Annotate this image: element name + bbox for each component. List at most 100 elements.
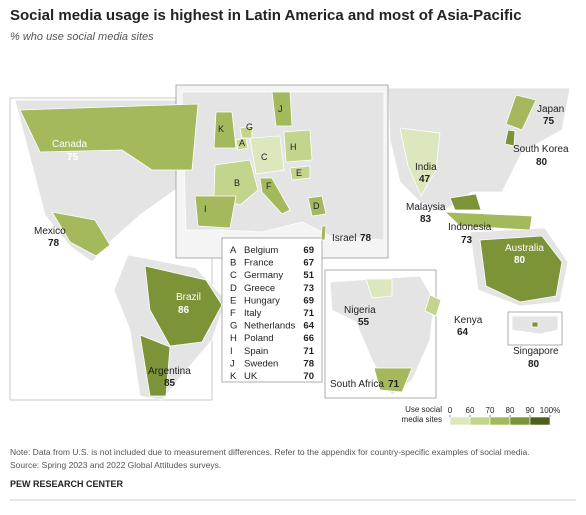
country-name: Mexico — [34, 226, 66, 237]
country — [479, 235, 563, 303]
country — [239, 125, 253, 139]
country-name: Brazil — [176, 292, 201, 303]
legend-swatch — [529, 416, 551, 426]
country-name: Singapore — [513, 346, 559, 357]
country — [51, 211, 111, 257]
country — [320, 225, 327, 241]
list-letter: E — [230, 295, 236, 306]
legend-tick-label: 0 — [448, 406, 453, 415]
country-value: 47 — [419, 174, 431, 185]
legend-title: Use social media sites — [401, 405, 442, 424]
country — [144, 265, 223, 347]
country-name: South Korea — [513, 144, 569, 155]
country-value: 78 — [360, 233, 372, 244]
list-letter: I — [230, 346, 233, 357]
country-value: 83 — [420, 214, 432, 225]
title: Social media usage is highest in Latin A… — [10, 7, 522, 24]
country — [271, 91, 293, 127]
country-name: Indonesia — [448, 222, 492, 233]
list-letter: C — [230, 270, 237, 281]
map-letter: H — [290, 142, 297, 152]
country — [289, 165, 311, 181]
country-value: 55 — [358, 317, 370, 328]
country-value: 80 — [536, 157, 548, 168]
map-letter: J — [278, 104, 283, 114]
country-name: Argentina — [148, 366, 191, 377]
list-value: 51 — [303, 270, 314, 281]
legend-tick-label: 70 — [486, 406, 495, 415]
country — [424, 294, 442, 317]
list-letter: F — [230, 308, 236, 319]
country-name: Malaysia — [406, 202, 446, 213]
country — [307, 195, 327, 217]
map-letter: C — [261, 152, 268, 162]
list-value: 69 — [303, 245, 314, 256]
country-value: 78 — [48, 238, 60, 249]
country — [365, 278, 393, 299]
map-letter: E — [296, 168, 302, 178]
map-letter: I — [204, 204, 207, 214]
map-letter: D — [313, 201, 320, 211]
country — [399, 127, 441, 197]
list-value: 71 — [303, 308, 314, 319]
country — [449, 193, 482, 211]
list-value: 70 — [303, 371, 314, 382]
country — [213, 111, 237, 149]
list-value: 64 — [303, 321, 314, 332]
country-name: Israel — [332, 233, 356, 244]
legend-tick-label: 60 — [466, 406, 475, 415]
list-name: Belgium — [244, 245, 278, 256]
list-letter: H — [230, 333, 237, 344]
legend-swatch — [449, 416, 471, 426]
country-name: Japan — [537, 104, 564, 115]
list-name: Sweden — [244, 358, 278, 369]
legend-tick-label: 80 — [506, 406, 515, 415]
subtitle: % who use social media sites — [10, 31, 154, 43]
country-value: 80 — [528, 359, 540, 370]
note: Note: Data from U.S. is not included due… — [10, 447, 530, 457]
country-value: 73 — [461, 235, 473, 246]
country — [531, 321, 539, 328]
legend-swatch — [509, 416, 531, 426]
country-name: Canada — [52, 139, 87, 150]
country — [505, 94, 537, 131]
country — [194, 195, 237, 229]
source: Source: Spring 2023 and 2022 Global Atti… — [10, 460, 221, 470]
country — [235, 137, 249, 151]
list-name: Netherlands — [244, 321, 295, 332]
list-value: 69 — [303, 295, 314, 306]
list-letter: J — [230, 358, 235, 369]
country-name: Kenya — [454, 315, 483, 326]
list-name: Greece — [244, 283, 275, 294]
list-letter: A — [230, 245, 237, 256]
map-letter: K — [218, 124, 224, 134]
list-value: 67 — [303, 258, 314, 269]
legend-swatch — [489, 416, 511, 426]
country-value: 85 — [164, 378, 176, 389]
country — [19, 103, 199, 171]
country-value: 64 — [457, 327, 469, 338]
list-letter: D — [230, 283, 237, 294]
list-value: 73 — [303, 283, 314, 294]
country-name: Australia — [505, 243, 544, 254]
list-name: Italy — [244, 308, 262, 319]
country — [139, 334, 171, 397]
country-name: Nigeria — [344, 305, 376, 316]
map-letter: F — [266, 181, 272, 191]
footer: PEW RESEARCH CENTER — [10, 479, 124, 489]
country — [259, 177, 291, 215]
list-value: 71 — [303, 346, 314, 357]
country-name: India — [415, 162, 437, 173]
country-value: 71 — [388, 379, 400, 390]
list-name: UK — [244, 371, 258, 382]
list-value: 66 — [303, 333, 314, 344]
list-name: France — [244, 258, 274, 269]
map-letter: G — [246, 122, 253, 132]
country — [504, 129, 516, 147]
country-value: 75 — [543, 116, 555, 127]
country — [283, 129, 313, 163]
list-name: Poland — [244, 333, 274, 344]
country-name: South Africa — [330, 379, 384, 390]
